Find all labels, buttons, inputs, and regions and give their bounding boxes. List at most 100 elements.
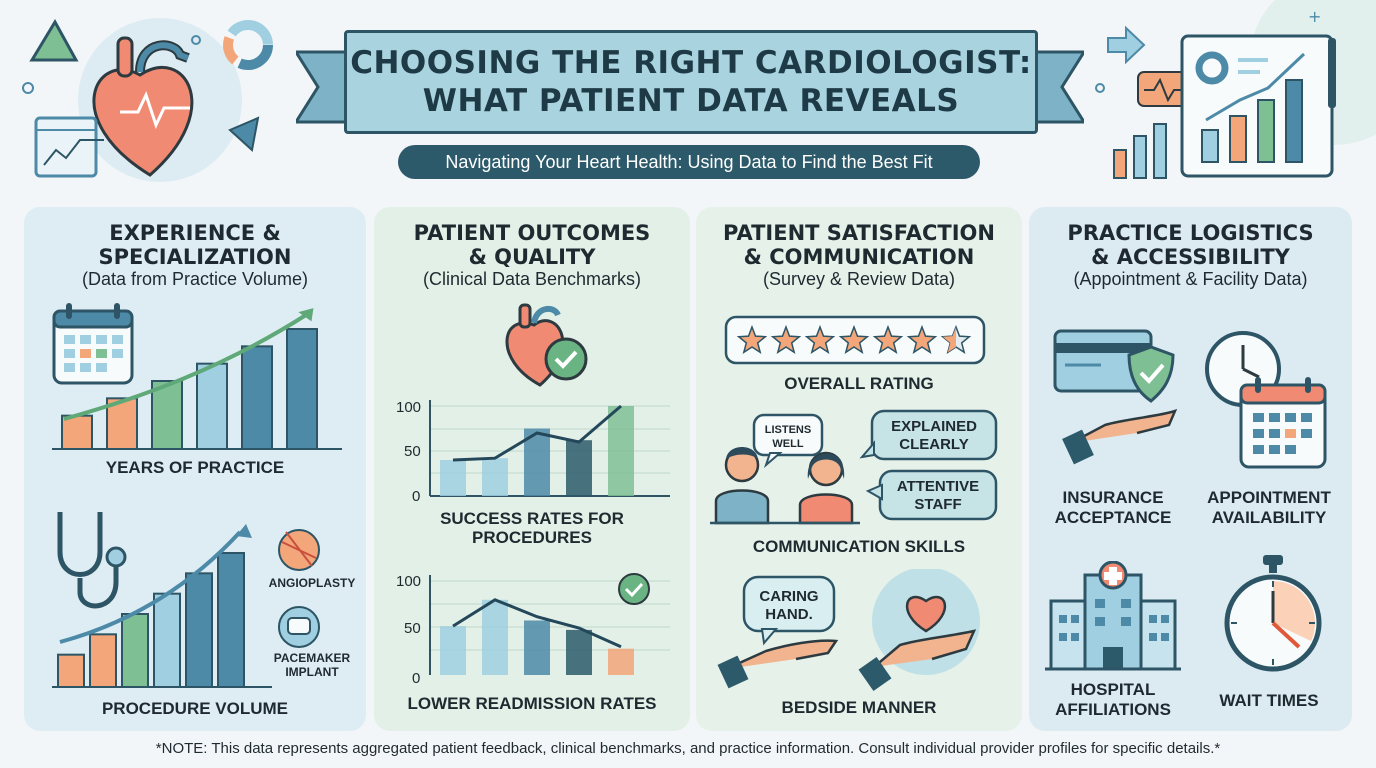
chart-bar: [151, 380, 183, 450]
speech-bubble: EXPLAINED CLEARLY: [859, 409, 998, 461]
panel-title-line2: & ACCESSIBILITY: [1091, 245, 1290, 269]
readmission-chart: 100 50 0: [396, 573, 670, 687]
panel-subtitle: (Survey & Review Data): [762, 269, 956, 289]
y-tick-label: 0: [412, 670, 420, 687]
calendar-icon: [52, 303, 134, 385]
speech-bubble: LISTENS WELL: [752, 413, 824, 469]
angioplasty-icon: [278, 529, 320, 571]
communication-illustration: LISTENS WELL EXPLAINED CLEARLY ATTENTIVE…: [710, 409, 998, 525]
bubble-text: STAFF: [914, 496, 961, 513]
star-filled: [838, 324, 870, 354]
chart-bar: [286, 328, 318, 450]
star-rating: [724, 315, 986, 365]
header-illustration-left: [22, 18, 273, 182]
bubble-text: WELL: [772, 438, 803, 450]
chart-bar: [524, 620, 550, 675]
y-tick-label: 100: [396, 573, 421, 590]
page-subtitle: Navigating Your Heart Health: Using Data…: [398, 145, 980, 179]
insurance-label-line2: ACCEPTANCE: [1054, 508, 1172, 527]
calendar-icon: [1239, 377, 1327, 469]
title-box: CHOOSING THE RIGHT CARDIOLOGIST: WHAT PA…: [344, 30, 1038, 134]
insurance-icon: [1053, 329, 1178, 465]
success-rates-label-line1: SUCCESS RATES FOR: [440, 509, 624, 528]
bubble-text: CLEARLY: [899, 436, 968, 453]
panel-satisfaction: PATIENT SATISFACTION & COMMUNICATION (Su…: [696, 207, 1022, 731]
svg-text:+: +: [1308, 7, 1321, 26]
chart-bar: [482, 599, 508, 675]
speech-bubble: ATTENTIVE STAFF: [865, 469, 998, 521]
bedside-manner-label: BEDSIDE MANNER: [781, 698, 937, 717]
insurance-label-line1: INSURANCE: [1062, 488, 1164, 507]
page-title-line1: CHOOSING THE RIGHT CARDIOLOGIST:: [350, 45, 1032, 81]
success-rates-chart: 100 50 0: [396, 399, 670, 505]
star-filled: [804, 324, 836, 354]
chart-bar: [217, 552, 245, 688]
bubble-text: HAND.: [765, 606, 813, 623]
heart-check-icon: [505, 303, 588, 387]
heart-in-hand-icon: [858, 595, 977, 691]
stethoscope-icon: [57, 512, 127, 609]
panel-subtitle: (Clinical Data Benchmarks): [422, 269, 642, 289]
hospital-icon: [1045, 561, 1181, 671]
angioplasty-label: ANGIOPLASTY: [268, 576, 356, 590]
years-of-practice-label: YEARS OF PRACTICE: [105, 458, 285, 477]
pacemaker-label-line2: IMPLANT: [285, 665, 339, 679]
procedure-volume-label: PROCEDURE VOLUME: [101, 699, 289, 718]
wait-times-label: WAIT TIMES: [1219, 691, 1319, 710]
check-icon: [618, 573, 650, 605]
star-filled: [736, 324, 768, 354]
page-title-line2: WHAT PATIENT DATA REVEALS: [422, 83, 960, 119]
pacemaker-label-line1: PACEMAKER: [273, 651, 351, 665]
trend-line: [452, 598, 622, 649]
star-partial: [942, 327, 956, 353]
bubble-text: CARING: [759, 588, 818, 605]
chart-bar: [121, 613, 149, 688]
volume-chart: [52, 512, 320, 689]
panel-logistics: PRACTICE LOGISTICS & ACCESSIBILITY (Appo…: [1029, 207, 1352, 731]
panel-title-line2: & QUALITY: [468, 245, 596, 269]
ribbon-tails: [296, 50, 1084, 124]
pacemaker-icon: [278, 606, 320, 648]
years-chart: [52, 303, 342, 451]
chart-bar: [566, 629, 592, 675]
panel-title-line1: EXPERIENCE &: [109, 221, 281, 245]
overall-rating-label: OVERALL RATING: [784, 374, 934, 393]
star-filled: [872, 324, 904, 354]
hospital-label-line2: AFFILIATIONS: [1055, 700, 1171, 719]
patient-person-icon: [714, 447, 770, 525]
panel-title-line2: & COMMUNICATION: [743, 245, 975, 269]
pen-icon: [1328, 38, 1336, 108]
speech-bubble: CARING HAND.: [742, 575, 836, 646]
readmission-label: LOWER READMISSION RATES: [407, 694, 657, 713]
y-tick-label: 100: [396, 399, 421, 416]
chart-bar: [482, 458, 508, 496]
appointment-label-line2: AVAILABILITY: [1211, 508, 1327, 527]
bedside-illustration: CARING HAND.: [717, 569, 980, 691]
y-tick-label: 50: [404, 620, 421, 637]
hospital-label-line1: HOSPITAL: [1070, 680, 1156, 699]
success-rates-label-line2: PROCEDURES: [472, 528, 592, 547]
hand-icon: [717, 639, 839, 689]
trend-line: [452, 404, 622, 462]
y-tick-label: 0: [412, 488, 420, 505]
stopwatch-icon: [1224, 555, 1322, 672]
appointment-label-line1: APPOINTMENT: [1207, 488, 1331, 507]
title-banner: CHOOSING THE RIGHT CARDIOLOGIST: WHAT PA…: [296, 22, 1084, 142]
chart-bar: [440, 460, 466, 496]
chart-bar: [566, 440, 592, 496]
chart-bar: [241, 345, 273, 450]
panel-subtitle: (Appointment & Facility Data): [1073, 269, 1308, 289]
bubble-text: EXPLAINED: [891, 418, 977, 435]
appointment-icon: [1205, 331, 1327, 469]
chart-bar: [89, 633, 117, 688]
panel-title-line1: PRACTICE LOGISTICS: [1067, 221, 1314, 245]
chart-bar: [608, 648, 634, 675]
chart-bar: [185, 572, 213, 688]
analytics-board-icon: [1180, 34, 1334, 178]
star-filled: [906, 324, 938, 354]
chart-bar: [440, 626, 466, 675]
footnote: *NOTE: This data represents aggregated p…: [155, 740, 1221, 757]
y-tick-label: 50: [404, 443, 421, 460]
header-illustration-right: +: [1095, 0, 1376, 179]
chart-bar: [196, 362, 228, 450]
